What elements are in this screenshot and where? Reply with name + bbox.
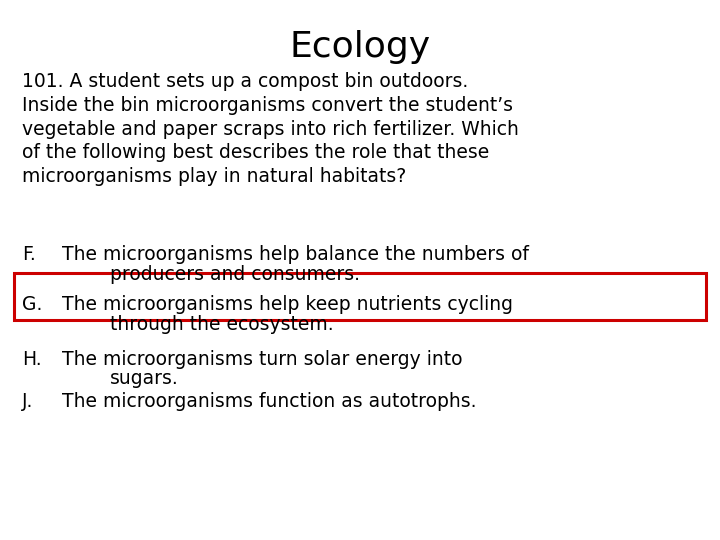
Text: The microorganisms function as autotrophs.: The microorganisms function as autotroph… — [62, 392, 477, 411]
Text: 101. A student sets up a compost bin outdoors.
Inside the bin microorganisms con: 101. A student sets up a compost bin out… — [22, 72, 519, 186]
Text: producers and consumers.: producers and consumers. — [110, 265, 360, 284]
Text: The microorganisms help balance the numbers of: The microorganisms help balance the numb… — [62, 245, 529, 264]
Text: The microorganisms turn solar energy into: The microorganisms turn solar energy int… — [62, 350, 462, 369]
Text: Ecology: Ecology — [289, 30, 431, 64]
Text: through the ecosystem.: through the ecosystem. — [110, 314, 333, 334]
Text: H.: H. — [22, 350, 42, 369]
Text: G.: G. — [22, 295, 42, 314]
Text: J.: J. — [22, 392, 33, 411]
Text: The microorganisms help keep nutrients cycling: The microorganisms help keep nutrients c… — [62, 295, 513, 314]
Text: sugars.: sugars. — [110, 369, 179, 388]
Text: F.: F. — [22, 245, 36, 264]
